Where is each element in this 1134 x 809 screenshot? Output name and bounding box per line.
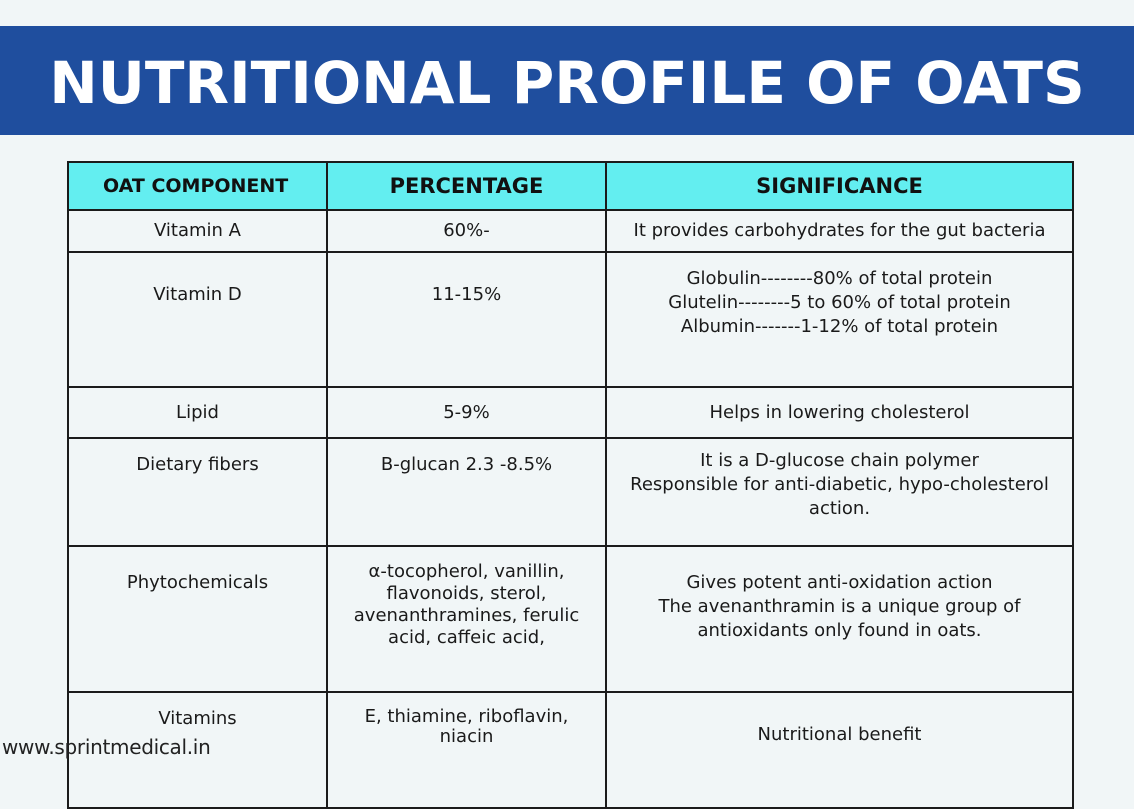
- significance-line: Albumin-------1-12% of total protein: [680, 316, 999, 337]
- cell-significance: Globulin--------80% of total protein Glu…: [605, 251, 1074, 388]
- table-row: Vitamin D 11-15% Globulin--------80% of …: [67, 251, 1074, 388]
- table-header-row: OAT COMPONENT PERCENTAGE SIGNIFICANCE: [67, 161, 1074, 211]
- table-row: Vitamin A 60%- It provides carbohydrates…: [67, 209, 1074, 253]
- percentage-line: E, thiamine, riboflavin,: [364, 706, 569, 727]
- percentage-line: niacin: [439, 726, 494, 747]
- percentage-line: avenanthramines, ferulic: [353, 605, 580, 626]
- cell-percentage: E, thiamine, riboflavin, niacin: [326, 691, 607, 809]
- significance-line: Responsible for anti-diabetic, hypo-chol…: [630, 474, 1049, 495]
- cell-significance: Helps in lowering cholesterol: [605, 386, 1074, 439]
- cell-component: Phytochemicals: [67, 545, 328, 693]
- component-name: Lipid: [176, 401, 219, 423]
- cell-component: Vitamin A: [67, 209, 328, 253]
- significance-line: Gives potent anti-oxidation action: [686, 572, 993, 593]
- component-name: Vitamins: [158, 708, 237, 729]
- table-row: Dietary fibers B-glucan 2.3 -8.5% It is …: [67, 437, 1074, 547]
- cell-significance: It provides carbohydrates for the gut ba…: [605, 209, 1074, 253]
- significance-text: It provides carbohydrates for the gut ba…: [633, 220, 1046, 241]
- cell-percentage: 5-9%: [326, 386, 607, 439]
- column-header-component: OAT COMPONENT: [67, 161, 328, 211]
- percentage-line: α-tocopherol, vanillin,: [368, 561, 565, 582]
- percentage-value: 11-15%: [431, 284, 502, 305]
- significance-line: It is a D-glucose chain polymer: [700, 450, 979, 471]
- significance-line: action.: [808, 498, 871, 519]
- component-name: Dietary fibers: [136, 454, 259, 475]
- significance-text: Helps in lowering cholesterol: [709, 401, 970, 423]
- nutrition-table: OAT COMPONENT PERCENTAGE SIGNIFICANCE Vi…: [67, 161, 1074, 809]
- table-row: Phytochemicals α-tocopherol, vanillin, f…: [67, 545, 1074, 693]
- column-header-significance: SIGNIFICANCE: [605, 161, 1074, 211]
- cell-percentage: 11-15%: [326, 251, 607, 388]
- cell-significance: Gives potent anti-oxidation action The a…: [605, 545, 1074, 693]
- website-url: www.sprintmedical.in: [2, 735, 211, 759]
- cell-component: Vitamin D: [67, 251, 328, 388]
- percentage-value: B-glucan 2.3 -8.5%: [380, 454, 553, 475]
- cell-percentage: α-tocopherol, vanillin, flavonoids, ster…: [326, 545, 607, 693]
- column-header-percentage: PERCENTAGE: [326, 161, 607, 211]
- table-row: Lipid 5-9% Helps in lowering cholesterol: [67, 386, 1074, 439]
- percentage-line: acid, caffeic acid,: [388, 627, 545, 648]
- significance-line: The avenanthramin is a unique group of: [658, 596, 1021, 617]
- percentage-value: 5-9%: [443, 401, 490, 423]
- cell-significance: Nutritional benefit: [605, 691, 1074, 809]
- significance-line: antioxidants only found in oats.: [697, 620, 982, 641]
- significance-line: Glutelin--------5 to 60% of total protei…: [668, 292, 1011, 313]
- cell-percentage: B-glucan 2.3 -8.5%: [326, 437, 607, 547]
- title-banner: NUTRITIONAL PROFILE OF OATS: [0, 26, 1134, 135]
- component-name: Phytochemicals: [126, 572, 269, 593]
- cell-percentage: 60%-: [326, 209, 607, 253]
- cell-significance: It is a D-glucose chain polymer Responsi…: [605, 437, 1074, 547]
- percentage-value: 60%-: [443, 220, 490, 241]
- percentage-line: flavonoids, sterol,: [386, 583, 547, 604]
- significance-text: Nutritional benefit: [757, 724, 922, 745]
- cell-component: Dietary fibers: [67, 437, 328, 547]
- component-name: Vitamin A: [154, 220, 241, 241]
- component-name: Vitamin D: [153, 284, 242, 305]
- cell-component: Lipid: [67, 386, 328, 439]
- significance-line: Globulin--------80% of total protein: [686, 268, 993, 289]
- page-title: NUTRITIONAL PROFILE OF OATS: [49, 48, 1085, 117]
- table-row: Vitamins E, thiamine, riboflavin, niacin…: [67, 691, 1074, 809]
